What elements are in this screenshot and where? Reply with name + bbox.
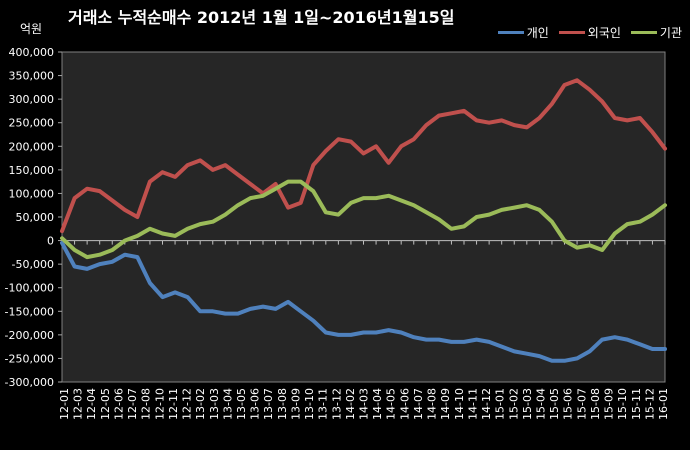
x-tick-label: 13-09 <box>289 388 302 420</box>
x-tick-label: 15-05 <box>548 388 561 420</box>
series-line-1 <box>60 78 667 234</box>
y-tick-label: -100,000 <box>5 282 54 295</box>
x-tick-label: 13-10 <box>303 388 316 420</box>
x-tick-label: 15-01 <box>494 388 507 420</box>
x-tick-label: 14-10 <box>453 388 466 420</box>
x-tick-label: 16-01 <box>657 388 670 420</box>
x-tick-label: 13-12 <box>330 388 343 420</box>
legend-label-individual: 개인 <box>526 26 549 40</box>
series-line-0 <box>60 240 667 363</box>
x-tick-label: 12-08 <box>140 388 153 420</box>
x-tick-label: 15-10 <box>616 388 629 420</box>
x-tick-label: 12-04 <box>85 388 98 420</box>
legend-swatch-foreign <box>558 31 585 34</box>
x-tick-label: 12-03 <box>72 388 85 420</box>
x-tick-label: 14-09 <box>439 388 452 420</box>
y-tick-label: 300,000 <box>9 93 55 106</box>
x-tick-label: 12-01 <box>58 388 71 420</box>
x-tick-label: 15-06 <box>562 388 575 420</box>
legend-label-foreign: 외국인 <box>587 26 621 40</box>
y-tick-label: 100,000 <box>9 187 55 200</box>
x-tick-label: 15-09 <box>603 388 616 420</box>
unit-label: 억원 <box>20 22 43 36</box>
x-tick-label: 15-02 <box>507 388 520 420</box>
y-tick-label: -300,000 <box>5 376 54 389</box>
legend-item-foreign: 외국인 <box>558 24 621 41</box>
x-tick-label: 14-04 <box>371 388 384 420</box>
legend-swatch-individual <box>497 31 524 34</box>
y-tick-label: -200,000 <box>5 329 54 342</box>
x-tick-label: 15-08 <box>589 388 602 420</box>
x-tick-label: 13-06 <box>249 388 262 420</box>
y-tick-label: 250,000 <box>9 117 55 130</box>
y-tick-label: -150,000 <box>5 305 54 318</box>
x-tick-label: 13-08 <box>276 388 289 420</box>
x-tick-label: 15-11 <box>630 388 643 420</box>
y-tick-label: 50,000 <box>16 211 55 224</box>
y-tick-label: 400,000 <box>9 46 55 59</box>
x-tick-label: 13-11 <box>317 388 330 420</box>
legend-item-individual: 개인 <box>497 24 549 41</box>
x-tick-label: 14-12 <box>480 388 493 420</box>
x-tick-label: 14-08 <box>426 388 439 420</box>
y-tick-label: 350,000 <box>9 70 55 83</box>
x-tick-label: 13-07 <box>262 388 275 420</box>
x-tick-label: 15-04 <box>534 388 547 420</box>
x-tick-label: 12-06 <box>112 388 125 420</box>
legend-swatch-institution <box>630 31 657 34</box>
x-tick-label: 12-11 <box>167 388 180 420</box>
x-tick-label: 14-03 <box>358 388 371 420</box>
x-tick-label: 13-05 <box>235 388 248 420</box>
legend-item-institution: 기관 <box>630 24 682 41</box>
chart-title: 거래소 누적순매수 2012년 1월 1일~2016년1월15일 <box>68 8 455 27</box>
y-tick-label: 200,000 <box>9 140 55 153</box>
y-tick-label: -250,000 <box>5 352 54 365</box>
x-tick-label: 12-07 <box>126 388 139 420</box>
x-tick-label: 14-02 <box>344 388 357 420</box>
x-tick-label: 14-07 <box>412 388 425 420</box>
y-tick-label: 150,000 <box>9 164 55 177</box>
x-tick-label: 14-06 <box>398 388 411 420</box>
x-tick-label: 14-05 <box>385 388 398 420</box>
x-tick-label: 12-05 <box>99 388 112 420</box>
x-tick-label: 13-04 <box>221 388 234 420</box>
x-tick-label: 15-07 <box>575 388 588 420</box>
legend: 개인 외국인 기관 <box>497 24 682 41</box>
x-tick-label: 15-03 <box>521 388 534 420</box>
y-tick-label: -50,000 <box>12 258 54 271</box>
y-tick-label: 0 <box>47 235 54 248</box>
series-line-2 <box>60 179 667 260</box>
x-tick-label: 15-12 <box>643 388 656 420</box>
x-tick-label: 13-02 <box>194 388 207 420</box>
x-tick-label: 13-03 <box>208 388 221 420</box>
x-tick-label: 12-12 <box>181 388 194 420</box>
legend-label-institution: 기관 <box>659 26 682 40</box>
x-tick-label: 14-11 <box>466 388 479 420</box>
x-tick-label: 12-10 <box>153 388 166 420</box>
